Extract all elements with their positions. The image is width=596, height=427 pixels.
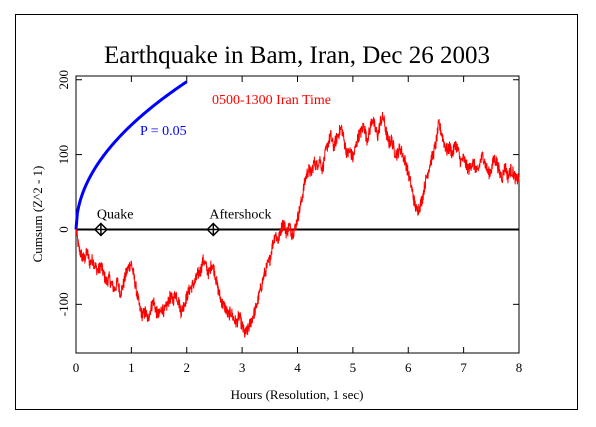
x-tick-label: 6 [405,360,412,375]
event-label: Aftershock [209,207,271,222]
x-tick-label: 7 [460,360,467,375]
x-tick-label: 2 [184,360,191,375]
y-axis-label: Cumsum (Z^2 - 1) [30,166,45,263]
y-tick-label: 100 [56,145,71,165]
x-axis-label: Hours (Resolution, 1 sec) [231,387,364,402]
cumsum-line-chart: Earthquake in Bam, Iran, Dec 26 2003 0 1 2… [30,42,522,402]
x-tick-label: 3 [239,360,246,375]
axis-ticks: 0 1 2 3 4 5 6 7 8 -100 0 100 200 [56,70,522,375]
chart-frame: Earthquake in Bam, Iran, Dec 26 2003 0 1 2… [15,14,578,410]
probability-label: P = 0.05 [140,124,187,139]
y-tick-label: 200 [56,70,71,90]
x-tick-label: 4 [294,360,301,375]
x-tick-label: 0 [73,360,80,375]
y-tick-label: 0 [56,226,71,233]
x-tick-label: 5 [350,360,357,375]
event-markers: Quake Aftershock [93,207,272,237]
y-tick-label: -100 [56,292,71,316]
chart-title: Earthquake in Bam, Iran, Dec 26 2003 [104,42,490,69]
series-label: 0500-1300 Iran Time [212,93,331,108]
event-label: Quake [97,207,134,222]
x-tick-label: 1 [128,360,135,375]
cumsum-series-line [75,112,520,338]
probability-curve [74,80,188,230]
x-tick-label: 8 [516,360,523,375]
